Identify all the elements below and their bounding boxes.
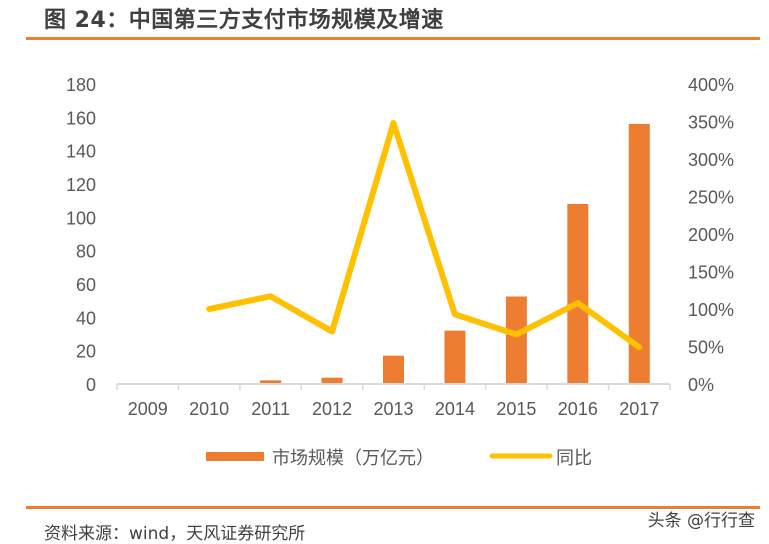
- legend-bar-swatch: [206, 452, 264, 461]
- left-tick-label: 140: [66, 142, 96, 162]
- right-tick-label: 400%: [688, 75, 734, 95]
- footer-divider: [26, 506, 760, 509]
- bar-2017: [628, 124, 650, 384]
- bar-2016: [567, 204, 589, 384]
- bar-series-market-size: [137, 124, 650, 384]
- source-note: 资料来源：wind，天风证券研究所: [44, 524, 306, 544]
- legend: 市场规模（万亿元） 同比: [206, 448, 592, 469]
- x-tick-label: 2014: [435, 399, 475, 419]
- combo-chart: 0 20 40 60 80 100 120 140 160 180 0% 50% 100% 150% 20…: [66, 75, 734, 469]
- bar-2011: [260, 380, 282, 384]
- right-axis-ticks: 0% 50% 100% 150% 200% 250% 300% 350% 400%: [688, 75, 734, 395]
- left-tick-label: 20: [76, 342, 96, 362]
- right-tick-label: 350%: [688, 113, 734, 133]
- left-tick-label: 120: [66, 175, 96, 195]
- right-tick-label: 150%: [688, 263, 734, 283]
- left-axis-ticks: 0 20 40 60 80 100 120 140 160 180: [66, 75, 96, 395]
- x-tick-label: 2013: [373, 399, 413, 419]
- right-tick-label: 100%: [688, 300, 734, 320]
- left-tick-label: 160: [66, 108, 96, 128]
- x-tick-label: 2017: [619, 399, 659, 419]
- x-tick-label: 2010: [189, 399, 229, 419]
- left-tick-label: 60: [76, 275, 96, 295]
- right-tick-label: 50%: [688, 338, 724, 358]
- bar-2015: [505, 296, 527, 384]
- right-tick-label: 0%: [688, 375, 714, 395]
- right-tick-label: 250%: [688, 188, 734, 208]
- right-tick-label: 300%: [688, 150, 734, 170]
- bar-2013: [383, 355, 404, 384]
- x-tick-label: 2016: [558, 399, 598, 419]
- left-tick-label: 100: [66, 208, 96, 228]
- x-tick-label: 2015: [496, 399, 536, 419]
- x-axis: 2009 2010 2011 2012 2013 2014 2015 2016 2017: [116, 383, 671, 419]
- left-tick-label: 40: [76, 308, 96, 328]
- x-tick-label: 2012: [312, 399, 352, 419]
- x-tick-label: 2011: [251, 399, 290, 419]
- figure-title: 图 24：中国第三方支付市场规模及增速: [44, 8, 444, 33]
- yoy-growth-line: [206, 120, 643, 351]
- bar-2012: [321, 377, 343, 384]
- left-tick-label: 180: [66, 75, 96, 95]
- left-tick-label: 0: [86, 375, 96, 395]
- legend-line-label: 同比: [556, 448, 592, 469]
- bar-2014: [444, 330, 466, 384]
- right-tick-label: 200%: [688, 225, 734, 245]
- title-divider: [26, 37, 760, 40]
- x-tick-label: 2009: [128, 399, 168, 419]
- legend-bar-label: 市场规模（万亿元）: [272, 448, 434, 469]
- left-tick-label: 80: [76, 242, 96, 262]
- brand-watermark: 头条 @行行查: [647, 511, 755, 531]
- line-series-yoy: [206, 120, 643, 351]
